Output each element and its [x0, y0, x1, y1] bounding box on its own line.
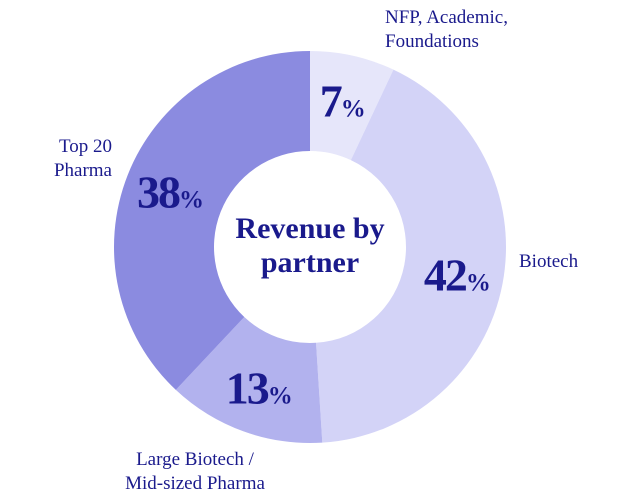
value-label: 7%	[319, 75, 366, 127]
value-label: 13%	[225, 362, 293, 414]
value-label: 38%	[137, 166, 205, 218]
donut-slice	[310, 51, 394, 161]
category-label: Large Biotech / Mid-sized Pharma	[125, 449, 265, 494]
category-label: Top 20 Pharma	[53, 136, 112, 181]
donut-slice	[316, 69, 506, 443]
chart-title: Revenue by partner	[235, 212, 385, 279]
value-label: 42%	[423, 249, 491, 301]
category-label: NFP, Academic, Foundations	[385, 7, 508, 52]
donut-slice	[175, 316, 323, 443]
category-label: Biotech	[519, 251, 579, 272]
donut-slice	[114, 51, 310, 390]
